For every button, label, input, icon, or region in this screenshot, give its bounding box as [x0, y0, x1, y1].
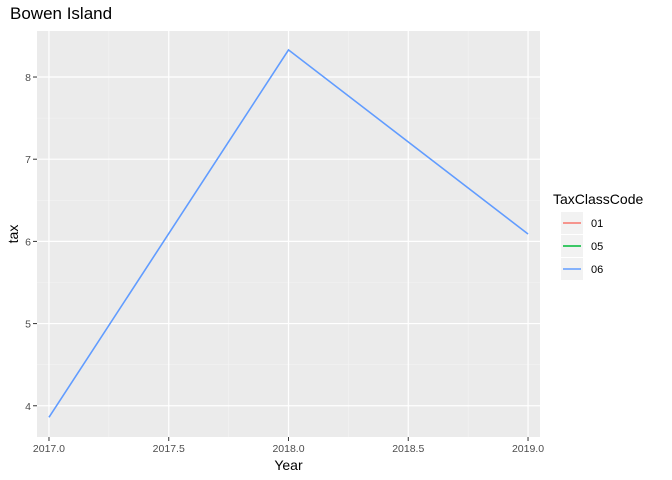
y-tick-label: 7: [25, 154, 31, 166]
legend: TaxClassCode 01 05 06: [553, 191, 643, 280]
legend-label: 01: [591, 218, 603, 230]
x-axis: 2017.0 2017.5 2018.0 2018.5 2019.0: [33, 437, 544, 455]
x-axis-label: Year: [274, 457, 303, 473]
y-tick-label: 5: [25, 319, 31, 331]
legend-item-05: 05: [561, 235, 603, 257]
x-tick-label: 2018.0: [272, 443, 304, 455]
chart-title: Bowen Island: [10, 4, 113, 23]
legend-title: TaxClassCode: [553, 191, 643, 207]
x-tick-label: 2017.5: [153, 443, 185, 455]
y-tick-label: 4: [25, 401, 31, 413]
x-tick-label: 2017.0: [33, 443, 65, 455]
legend-item-06: 06: [561, 258, 603, 280]
y-axis: 4 5 6 7 8: [25, 72, 37, 413]
x-tick-label: 2018.5: [392, 443, 424, 455]
legend-label: 05: [591, 241, 603, 253]
y-tick-label: 8: [25, 72, 31, 84]
y-axis-label: tax: [5, 225, 21, 244]
x-tick-label: 2019.0: [512, 443, 544, 455]
major-gridlines: [37, 31, 540, 437]
legend-item-01: 01: [561, 212, 603, 234]
series-layer: [48, 48, 529, 418]
legend-label: 06: [591, 264, 603, 276]
y-tick-label: 6: [25, 236, 31, 248]
